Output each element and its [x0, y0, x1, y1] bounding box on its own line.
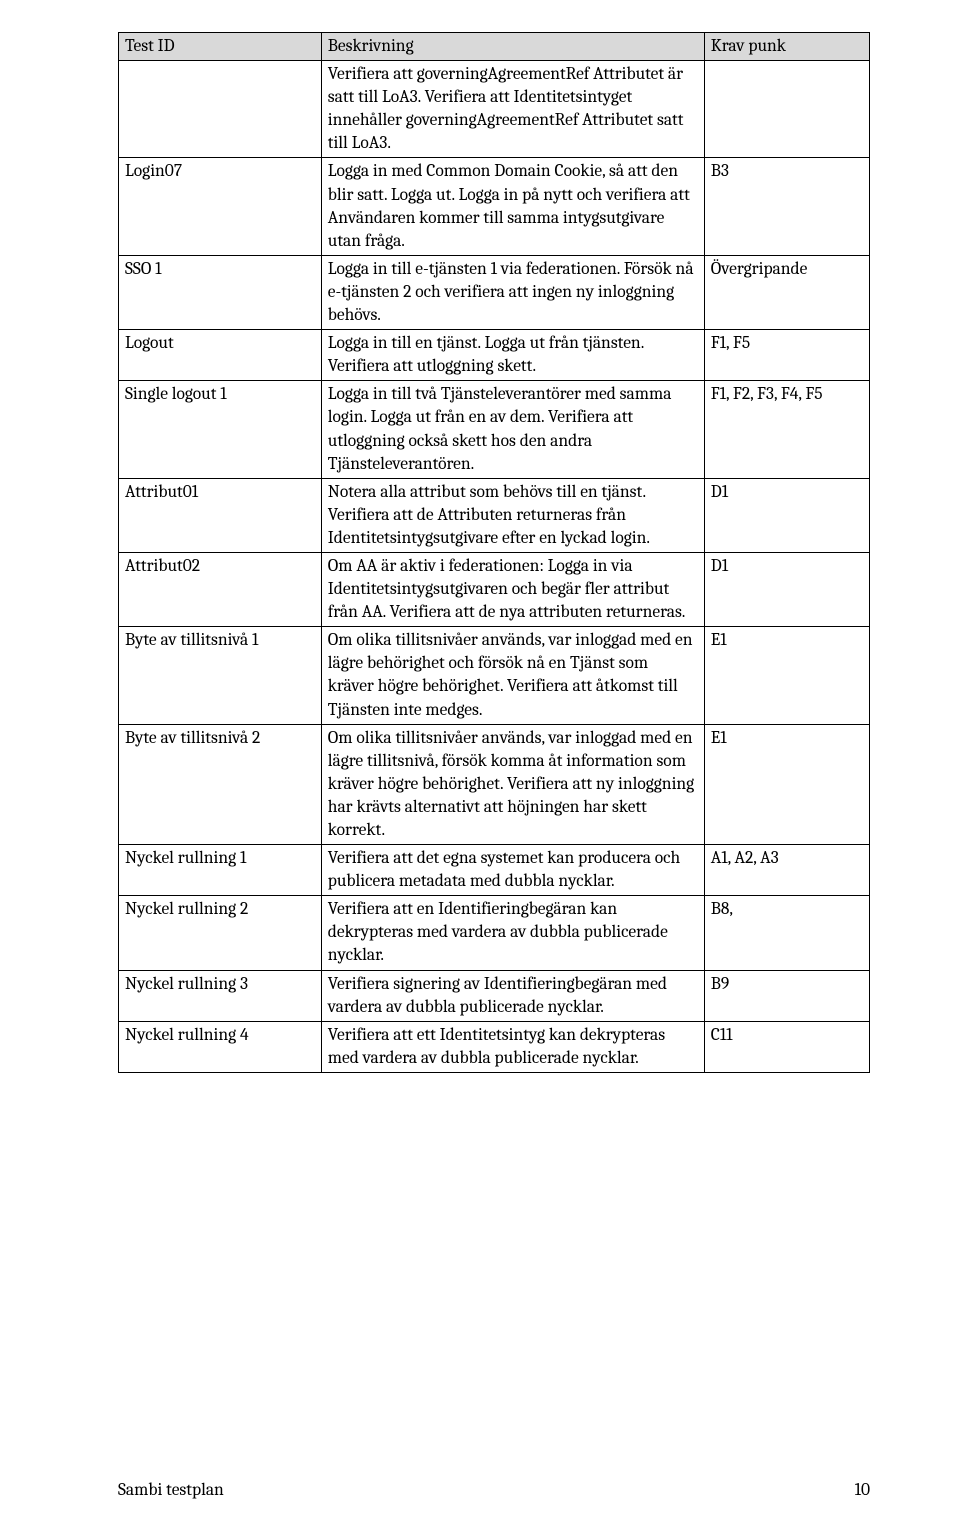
cell-krav: B9 [704, 970, 869, 1021]
table-row: Nyckel rullning 1 Verifiera att det egna… [119, 845, 870, 896]
cell-test-id: Logout [119, 330, 322, 381]
table-row: SSO 1 Logga in till e-tjänsten 1 via fed… [119, 255, 870, 329]
footer-title: Sambi testplan [118, 1480, 224, 1500]
cell-desc: Verifiera att det egna systemet kan prod… [321, 845, 704, 896]
table-header-row: Test ID Beskrivning Krav punk [119, 33, 870, 61]
cell-desc: Notera alla attribut som behövs till en … [321, 478, 704, 552]
col-header-beskrivning: Beskrivning [321, 33, 704, 61]
cell-desc: Logga in till två Tjänsteleverantörer me… [321, 381, 704, 478]
table-row: Nyckel rullning 2 Verifiera att en Ident… [119, 896, 870, 970]
table-row: Single logout 1 Logga in till två Tjänst… [119, 381, 870, 478]
cell-krav: F1, F5 [704, 330, 869, 381]
cell-krav: D1 [704, 552, 869, 626]
cell-test-id: Attribut02 [119, 552, 322, 626]
table-row: Byte av tillitsnivå 1 Om olika tillitsni… [119, 627, 870, 724]
table-row: Byte av tillitsnivå 2 Om olika tillitsni… [119, 724, 870, 844]
cell-krav: E1 [704, 724, 869, 844]
cell-test-id: SSO 1 [119, 255, 322, 329]
cell-test-id: Byte av tillitsnivå 1 [119, 627, 322, 724]
cell-krav: A1, A2, A3 [704, 845, 869, 896]
cell-test-id [119, 61, 322, 158]
table-row: Attribut02 Om AA är aktiv i federationen… [119, 552, 870, 626]
cell-test-id: Nyckel rullning 2 [119, 896, 322, 970]
cell-krav: E1 [704, 627, 869, 724]
cell-krav [704, 61, 869, 158]
cell-desc: Logga in med Common Domain Cookie, så at… [321, 158, 704, 255]
table-row: Verifiera att governingAgreementRef Attr… [119, 61, 870, 158]
cell-test-id: Attribut01 [119, 478, 322, 552]
table-row: Logout Logga in till en tjänst. Logga ut… [119, 330, 870, 381]
cell-desc: Om olika tillitsnivåer används, var inlo… [321, 724, 704, 844]
table-row: Nyckel rullning 3 Verifiera signering av… [119, 970, 870, 1021]
page: Test ID Beskrivning Krav punk Verifiera … [0, 0, 960, 1530]
cell-desc: Om olika tillitsnivåer används, var inlo… [321, 627, 704, 724]
cell-test-id: Nyckel rullning 3 [119, 970, 322, 1021]
page-footer: Sambi testplan 10 [118, 1480, 870, 1500]
cell-test-id: Byte av tillitsnivå 2 [119, 724, 322, 844]
col-header-test-id: Test ID [119, 33, 322, 61]
table-body: Verifiera att governingAgreementRef Attr… [119, 61, 870, 1073]
table-row: Nyckel rullning 4 Verifiera att ett Iden… [119, 1021, 870, 1072]
cell-krav: B8, [704, 896, 869, 970]
table-row: Login07 Logga in med Common Domain Cooki… [119, 158, 870, 255]
cell-test-id: Nyckel rullning 1 [119, 845, 322, 896]
cell-krav: D1 [704, 478, 869, 552]
cell-desc: Verifiera att ett Identitetsintyg kan de… [321, 1021, 704, 1072]
cell-desc: Verifiera att governingAgreementRef Attr… [321, 61, 704, 158]
test-table: Test ID Beskrivning Krav punk Verifiera … [118, 32, 870, 1073]
cell-krav: B3 [704, 158, 869, 255]
cell-test-id: Single logout 1 [119, 381, 322, 478]
footer-page-number: 10 [855, 1480, 870, 1500]
cell-desc: Logga in till e-tjänsten 1 via federatio… [321, 255, 704, 329]
cell-desc: Verifiera att en Identifieringbegäran ka… [321, 896, 704, 970]
cell-krav: C11 [704, 1021, 869, 1072]
cell-desc: Om AA är aktiv i federationen: Logga in … [321, 552, 704, 626]
cell-krav: F1, F2, F3, F4, F5 [704, 381, 869, 478]
col-header-krav: Krav punk [704, 33, 869, 61]
cell-krav: Övergripande [704, 255, 869, 329]
cell-test-id: Nyckel rullning 4 [119, 1021, 322, 1072]
cell-desc: Verifiera signering av Identifieringbegä… [321, 970, 704, 1021]
cell-desc: Logga in till en tjänst. Logga ut från t… [321, 330, 704, 381]
cell-test-id: Login07 [119, 158, 322, 255]
table-row: Attribut01 Notera alla attribut som behö… [119, 478, 870, 552]
